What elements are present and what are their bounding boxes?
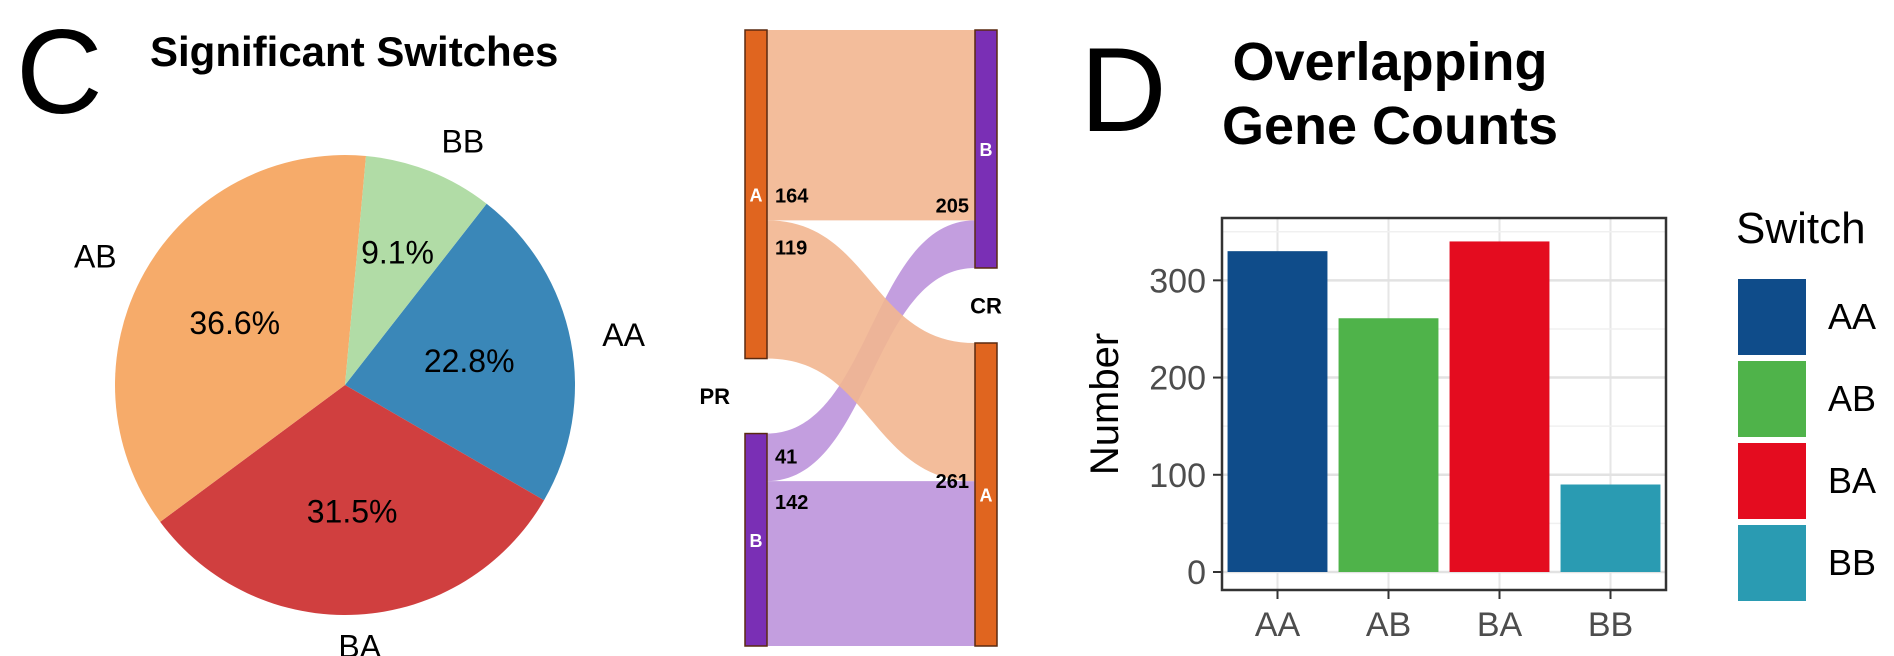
bar-chart: 0 100 200 300 AA AB BA BB Number <box>1083 216 1668 644</box>
sankey-flow-b-to-a <box>767 481 975 646</box>
sankey-total-label: 205 <box>936 195 969 217</box>
pie-chart: 22.8% AA 31.5% BA 36.6% AB 9.1% BB <box>74 123 646 656</box>
pie-slice-ab <box>114 154 367 522</box>
sankey-flow-a-to-b <box>767 30 975 221</box>
bar-aa <box>1227 251 1328 572</box>
panel-d-letter: D <box>1080 23 1167 157</box>
y-tick-label: 0 <box>1187 554 1206 592</box>
legend-label: BB <box>1828 542 1876 583</box>
legend-title: Switch <box>1736 204 1866 253</box>
plot-border <box>1220 216 1668 592</box>
panel-c-letter: C <box>16 5 103 139</box>
bar-ab <box>1338 318 1439 572</box>
x-tick-label: AB <box>1366 606 1411 644</box>
legend-key-bb <box>1738 525 1806 601</box>
pie-category-label: AA <box>602 317 645 353</box>
sankey-node-cr-b-label: B <box>980 140 993 160</box>
bar-bb <box>1560 484 1661 572</box>
bar-ba <box>1449 241 1550 572</box>
bar-chart-title: Overlapping Gene Counts <box>1221 32 1559 156</box>
legend-key-aa <box>1738 279 1806 355</box>
pie-category-label: AB <box>74 239 117 275</box>
sankey-diagram: A B B A PR CR 164 119 41 142 205 261 <box>699 29 1002 647</box>
pie-slice-bb <box>345 155 487 385</box>
sankey-node-pr-b <box>744 432 768 647</box>
legend-key-ba <box>1738 443 1806 519</box>
pie-category-label: BB <box>442 123 485 159</box>
pie-slice-aa <box>345 203 575 501</box>
y-axis-title: Number <box>1083 333 1127 475</box>
sankey-value-label: 119 <box>775 237 807 259</box>
pie-slice-ba <box>160 385 545 615</box>
sankey-group-pr: PR <box>699 384 730 409</box>
sankey-node-cr-b <box>974 29 998 269</box>
legend-key-ab <box>1738 361 1806 437</box>
legend-label: AA <box>1828 296 1876 337</box>
sankey-value-label: 41 <box>775 447 797 469</box>
sankey-node-cr-a-label: A <box>980 485 993 505</box>
pie-percent-label: 36.6% <box>189 305 280 341</box>
legend-label: AB <box>1828 378 1876 419</box>
pie-category-label: BA <box>338 629 381 656</box>
y-tick-label: 100 <box>1149 457 1206 495</box>
bar-legend: Switch AA AB BA BB <box>1736 204 1876 601</box>
x-tick-label: BB <box>1588 606 1633 644</box>
x-tick-label: AA <box>1255 606 1301 644</box>
sankey-value-label: 164 <box>775 185 809 207</box>
sankey-flow-a-to-a <box>767 220 975 482</box>
sankey-total-label: 261 <box>936 471 969 493</box>
y-tick-label: 200 <box>1149 360 1206 398</box>
sankey-node-pr-b-label: B <box>750 531 763 551</box>
legend-label: BA <box>1828 460 1876 501</box>
sankey-node-pr-a <box>744 29 768 360</box>
pie-percent-label: 22.8% <box>424 343 515 379</box>
x-tick-label: BA <box>1477 606 1523 644</box>
sankey-node-cr-a <box>974 342 998 647</box>
pie-percent-label: 31.5% <box>307 493 398 529</box>
sankey-value-label: 142 <box>775 492 808 514</box>
pie-chart-title: Significant Switches <box>150 28 559 75</box>
sankey-group-cr: CR <box>970 293 1002 318</box>
sankey-node-pr-a-label: A <box>750 185 763 205</box>
pie-percent-label: 9.1% <box>361 234 434 270</box>
y-tick-label: 300 <box>1149 262 1206 300</box>
